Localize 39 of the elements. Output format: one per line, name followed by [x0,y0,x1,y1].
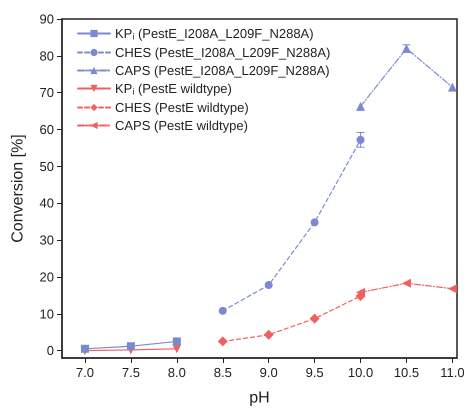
x-tick-label: 7.0 [76,365,94,380]
legend-label: CHES (PestE_I208A_L209F_N288A) [115,45,330,60]
x-tick-label: 10.0 [348,365,374,380]
point [264,281,273,290]
y-tick-label: 90 [40,12,54,26]
point [356,102,366,111]
x-tick-label: 8.0 [168,365,186,380]
legend-label: CHES (PestE wildtype) [115,100,249,115]
y-tick-label: 10 [40,306,54,322]
y-tick-label: 50 [40,158,54,174]
x-tick-label: 11.0 [440,365,465,380]
point [448,82,457,92]
point [218,306,227,315]
point [402,278,411,288]
x-tick-label: 8.5 [214,365,232,380]
y-tick-label: 70 [40,85,54,100]
x-tick-label: 7.5 [122,365,140,380]
point [264,330,274,340]
y-tick-label: 0 [46,343,54,358]
point [172,337,181,346]
x-axis-title: pH [249,390,270,406]
y-tick-label: 40 [40,196,54,211]
point [310,218,319,226]
y-tick-label: 30 [40,232,54,248]
y-tick-label: 60 [40,122,54,138]
legend-label: CAPS (PestE_I208A_L209F_N288A) [115,63,330,78]
y-tick-label: 80 [40,48,54,64]
y-axis-title: Conversion [%] [10,134,26,243]
point [80,344,89,353]
point [218,336,228,346]
point [310,314,320,324]
y-tick-label: 20 [40,269,54,284]
point [356,136,365,144]
x-tick-label: 9.0 [260,365,278,380]
point [126,342,135,350]
x-tick-label: 10.5 [394,365,420,380]
legend-label: CAPS (PestE wildtype) [115,118,248,133]
x-tick-label: 9.5 [306,365,324,380]
point [448,284,457,294]
